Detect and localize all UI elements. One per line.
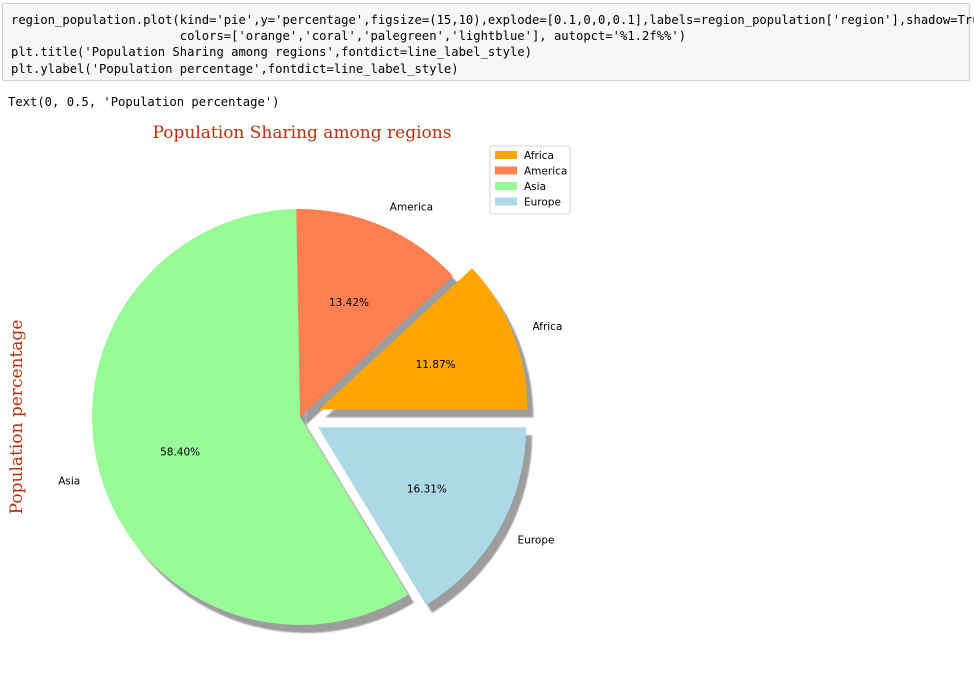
legend-label-asia: Asia	[524, 181, 546, 193]
pie-slices	[92, 209, 528, 626]
pie-category-label-europe: Europe	[518, 534, 555, 546]
chart-legend: Africa America Asia Europe	[489, 145, 571, 215]
pie-value-label-america: 13.42%	[329, 297, 369, 309]
legend-swatch-africa	[495, 151, 517, 159]
pie-value-label-europe: 16.31%	[407, 483, 447, 495]
code-line: region_population.plot(kind='pie',y='per…	[11, 13, 974, 27]
pie-value-label-africa: 11.87%	[416, 359, 456, 371]
pie-slice-europe	[318, 427, 527, 605]
code-line: plt.ylabel('Population percentage',fontd…	[11, 62, 459, 76]
legend-label-africa: Africa	[524, 150, 554, 162]
legend-swatch-america	[495, 166, 517, 175]
code-cell[interactable]: region_population.plot(kind='pie',y='per…	[2, 3, 974, 81]
cell-output-text: Text(0, 0.5, 'Population percentage')	[8, 95, 280, 109]
legend-label-america: America	[524, 166, 567, 178]
pie-slice-africa	[319, 268, 528, 410]
legend-swatch-asia	[495, 182, 517, 190]
legend-frame	[489, 145, 571, 215]
pie-category-label-africa: Africa	[532, 321, 562, 333]
pie-slice-america	[296, 209, 453, 417]
pie-category-label-asia: Asia	[58, 476, 80, 488]
pie-chart: 11.87% Africa 13.42% America 58.40% Asia 16.31…	[7, 123, 571, 634]
code-line: colors=['orange','coral','palegreen','li…	[11, 29, 687, 43]
chart-title: Population Sharing among regions	[153, 123, 452, 143]
code-line: plt.title('Population Sharing among regi…	[11, 45, 532, 59]
pie-labels: 11.87% Africa 13.42% America 58.40% Asia 16.31…	[58, 202, 562, 547]
legend-label-europe: Europe	[524, 197, 561, 209]
pie-value-label-asia: 58.40%	[160, 447, 200, 459]
legend-swatch-europe	[495, 197, 517, 206]
pie-slice-asia	[92, 209, 409, 626]
pie-category-label-america: America	[390, 202, 433, 214]
chart-ylabel: Population percentage	[7, 320, 27, 515]
